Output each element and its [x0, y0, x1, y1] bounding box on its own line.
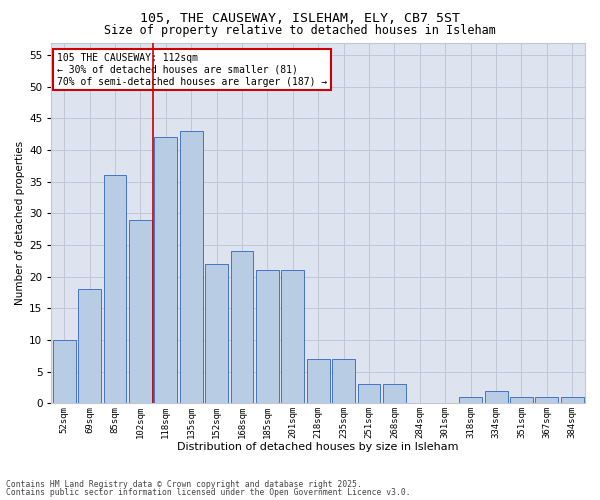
Text: Contains HM Land Registry data © Crown copyright and database right 2025.: Contains HM Land Registry data © Crown c…: [6, 480, 362, 489]
Bar: [154, 138, 177, 404]
Bar: [129, 220, 152, 404]
Text: Contains public sector information licensed under the Open Government Licence v3: Contains public sector information licen…: [6, 488, 410, 497]
X-axis label: Distribution of detached houses by size in Isleham: Distribution of detached houses by size …: [178, 442, 459, 452]
Bar: [535, 397, 559, 404]
Bar: [358, 384, 380, 404]
Bar: [78, 290, 101, 404]
Y-axis label: Number of detached properties: Number of detached properties: [15, 141, 25, 305]
Bar: [510, 397, 533, 404]
Bar: [230, 252, 253, 404]
Bar: [205, 264, 228, 404]
Bar: [256, 270, 279, 404]
Bar: [281, 270, 304, 404]
Bar: [561, 397, 584, 404]
Bar: [104, 176, 127, 404]
Bar: [307, 359, 329, 404]
Bar: [485, 390, 508, 404]
Bar: [332, 359, 355, 404]
Bar: [180, 131, 203, 404]
Text: Size of property relative to detached houses in Isleham: Size of property relative to detached ho…: [104, 24, 496, 37]
Text: 105 THE CAUSEWAY: 112sqm
← 30% of detached houses are smaller (81)
70% of semi-d: 105 THE CAUSEWAY: 112sqm ← 30% of detach…: [57, 54, 327, 86]
Bar: [383, 384, 406, 404]
Bar: [53, 340, 76, 404]
Bar: [459, 397, 482, 404]
Text: 105, THE CAUSEWAY, ISLEHAM, ELY, CB7 5ST: 105, THE CAUSEWAY, ISLEHAM, ELY, CB7 5ST: [140, 12, 460, 26]
